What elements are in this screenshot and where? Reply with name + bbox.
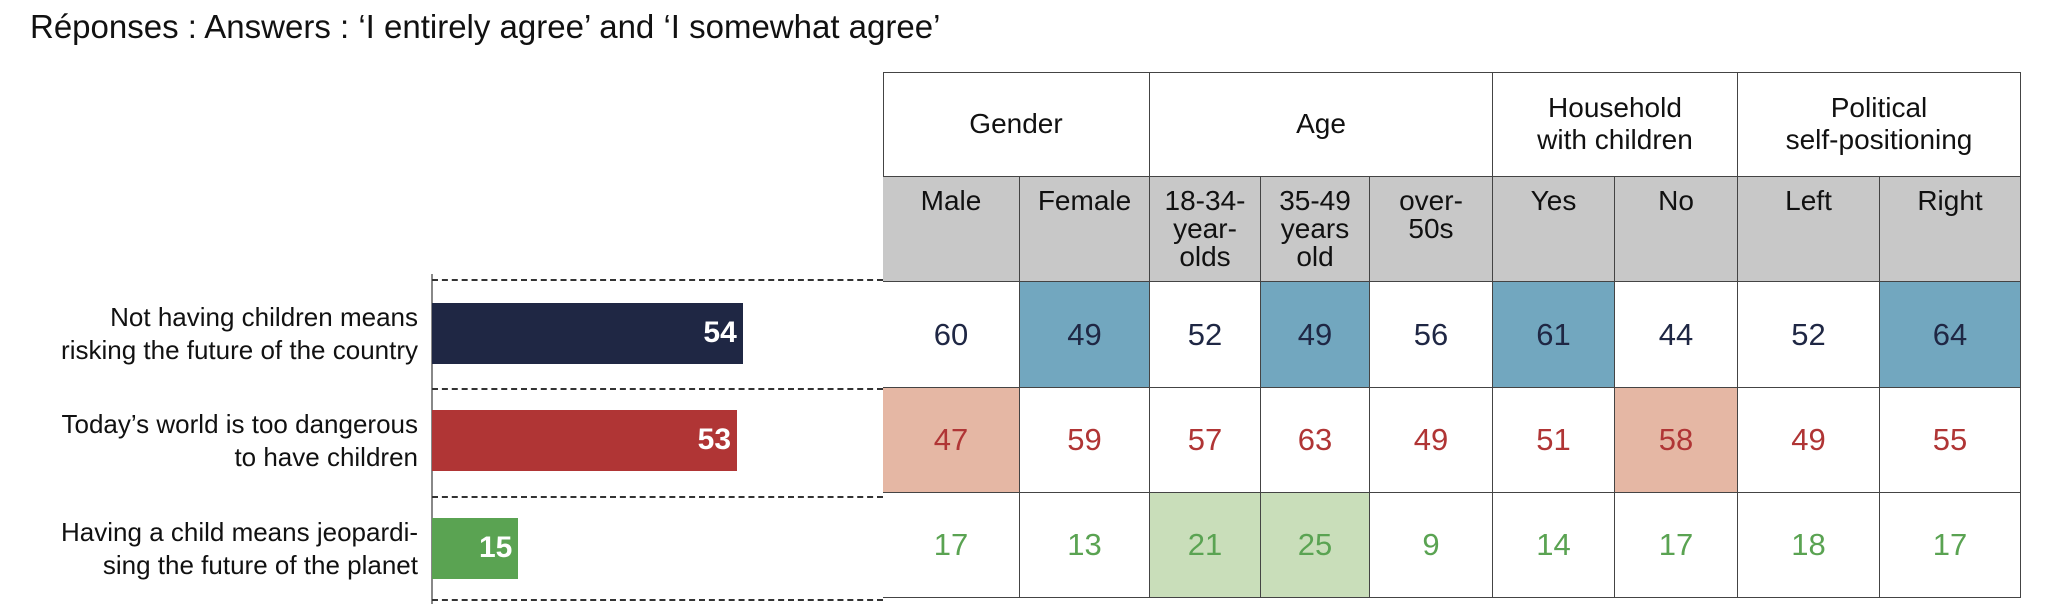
table-cell: 18	[1738, 493, 1880, 598]
dashed-line	[432, 599, 883, 601]
table-cell: 47	[883, 388, 1020, 493]
title: Réponses : Answers : ‘I entirely agree’ …	[30, 8, 941, 45]
column-header: 18-34- year- olds	[1150, 177, 1261, 282]
table-cell: 49	[1370, 388, 1493, 493]
table-cell: 14	[1493, 493, 1615, 598]
column-header: Right	[1880, 177, 2021, 282]
table-cell: 21	[1150, 493, 1261, 598]
column-header: Left	[1738, 177, 1880, 282]
table-cell: 9	[1370, 493, 1493, 598]
category-label: Today’s world is too dangerous to have c…	[61, 408, 418, 472]
table-cell: 44	[1615, 282, 1738, 388]
group-header: Political self-positioning	[1738, 72, 2021, 177]
table-cell: 55	[1880, 388, 2021, 493]
category-label: Having a child means jeopardi- sing the …	[61, 516, 418, 580]
column-header: 35-49 years old	[1261, 177, 1370, 282]
table-cell: 13	[1020, 493, 1150, 598]
column-header: over- 50s	[1370, 177, 1493, 282]
table-cell: 56	[1370, 282, 1493, 388]
table-cell: 61	[1493, 282, 1615, 388]
table-cell: 17	[1615, 493, 1738, 598]
table-cell: 63	[1261, 388, 1370, 493]
table-cell: 49	[1020, 282, 1150, 388]
bar-value-label: 54	[703, 316, 737, 349]
table-cell: 64	[1880, 282, 2021, 388]
category-label: Not having children means risking the fu…	[61, 301, 418, 365]
table-cell: 60	[883, 282, 1020, 388]
group-header: Gender	[883, 72, 1150, 177]
table-cell: 58	[1615, 388, 1738, 493]
dashed-line	[432, 279, 883, 281]
table-cell: 52	[1150, 282, 1261, 388]
table-cell: 49	[1261, 282, 1370, 388]
table-cell: 51	[1493, 388, 1615, 493]
table-cell: 52	[1738, 282, 1880, 388]
group-header: Household with children	[1493, 72, 1738, 177]
dashed-line	[432, 388, 883, 390]
table-cell: 57	[1150, 388, 1261, 493]
dashed-line	[432, 496, 883, 498]
column-header: Male	[883, 177, 1020, 282]
bar-value-label: 15	[478, 531, 513, 564]
bar	[432, 518, 519, 579]
group-header: Age	[1150, 72, 1493, 177]
bar	[432, 303, 743, 364]
column-header: Yes	[1493, 177, 1615, 282]
table-cell: 25	[1261, 493, 1370, 598]
table-cell: 49	[1738, 388, 1880, 493]
table-cell: 17	[883, 493, 1020, 598]
column-header: No	[1615, 177, 1738, 282]
bar	[432, 410, 738, 471]
table-cell: 59	[1020, 388, 1150, 493]
bar-value-label: 53	[697, 423, 732, 456]
column-header: Female	[1020, 177, 1150, 282]
table-cell: 17	[1880, 493, 2021, 598]
